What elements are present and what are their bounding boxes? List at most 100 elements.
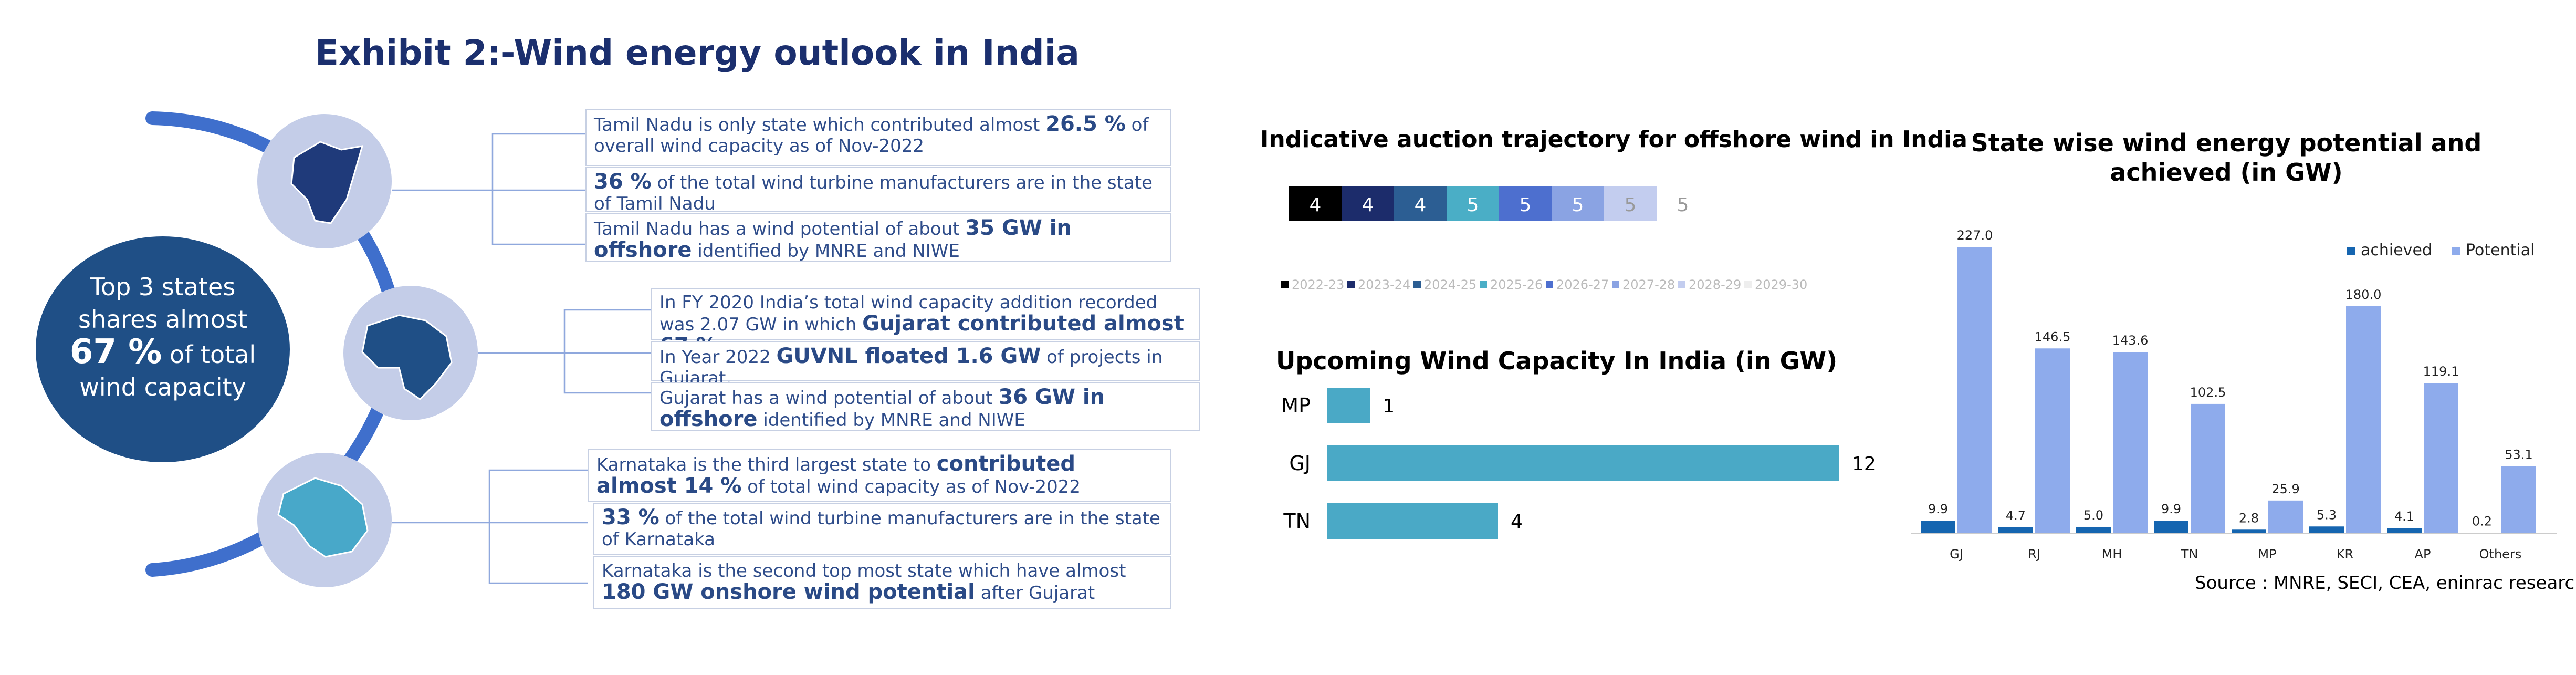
fact-box: 36 % of the total wind turbine manufactu…: [585, 167, 1171, 214]
auction-legend-label: 2027-28: [1622, 277, 1675, 292]
achieved-value-label: 9.9: [2161, 502, 2181, 516]
potential-value-label: 102.5: [2190, 385, 2226, 400]
potential-category-label: AP: [2415, 547, 2431, 562]
potential-category-label: TN: [2181, 547, 2198, 562]
auction-legend-swatch: [1678, 281, 1685, 288]
capacity-bar: [1327, 445, 1839, 481]
achieved-bar: [2387, 528, 2422, 533]
summary-line-2: shares almost: [78, 305, 248, 334]
potential-legend-swatch: [2347, 247, 2355, 255]
potential-bar: [2113, 352, 2148, 533]
potential-bar: [2035, 348, 2070, 533]
achieved-value-label: 4.1: [2394, 509, 2414, 524]
auction-value-label: 5: [1677, 194, 1689, 216]
auction-legend-swatch: [1413, 281, 1421, 288]
summary-percent: 67 %: [69, 333, 162, 371]
fact-box: Tamil Nadu is only state which contribut…: [585, 109, 1171, 166]
auction-value-label: 5: [1467, 194, 1479, 216]
fact-box: Tamil Nadu has a wind potential of about…: [585, 213, 1171, 262]
potential-category-label: MP: [2258, 547, 2276, 562]
summary-line-4: wind capacity: [79, 373, 246, 401]
achieved-bar: [2154, 521, 2188, 533]
auction-legend-label: 2022-23: [1292, 277, 1344, 292]
source-note: Source : MNRE, SECI, CEA, eninrac resear…: [2195, 573, 2576, 594]
auction-legend-swatch: [1546, 281, 1553, 288]
capacity-value-label: 1: [1383, 396, 1395, 417]
auction-segment: [1657, 186, 1709, 221]
potential-category-label: KR: [2337, 547, 2353, 562]
auction-segment: [1394, 186, 1447, 221]
potential-category-label: Others: [2479, 547, 2522, 562]
potential-value-label: 25.9: [2271, 482, 2299, 496]
auction-legend-label: 2026-27: [1556, 277, 1609, 292]
capacity-chart: MP1GJ12TN4KA7: [1281, 388, 1876, 539]
achieved-bar: [2309, 526, 2344, 533]
fact-box: Gujarat has a wind potential of about 36…: [651, 382, 1200, 431]
potential-bar: [2501, 466, 2536, 533]
gujarat-map-icon: [361, 314, 453, 400]
capacity-value-label: 4: [1511, 511, 1523, 533]
potential-chart-title: State wise wind energy potential and ach…: [1971, 129, 2482, 186]
potential-legend-label: achieved: [2361, 241, 2432, 259]
auction-value-label: 4: [1310, 194, 1322, 216]
capacity-bar: [1327, 388, 1370, 423]
achieved-value-label: 5.0: [2083, 508, 2103, 523]
karnataka-map-icon: [277, 477, 369, 558]
fact-box: Karnataka is the second top most state w…: [593, 556, 1171, 609]
fact-box: In FY 2020 India’s total wind capacity a…: [651, 288, 1200, 356]
achieved-bar: [2232, 529, 2266, 533]
auction-value-label: 5: [1572, 194, 1584, 216]
potential-chart: 9.9 227.0 GJ 4.7 146.5 RJ 5.0 143.6 MH 9.9 102.5 TN…: [1911, 228, 2557, 562]
auction-value-label: 4: [1362, 194, 1374, 216]
auction-legend-swatch: [1480, 281, 1487, 288]
auction-legend-label: 2025-26: [1490, 277, 1543, 292]
potential-category-label: GJ: [1950, 547, 1963, 562]
potential-bar: [2346, 306, 2381, 533]
fact-box: In Year 2022 GUVNL floated 1.6 GW of pro…: [651, 341, 1200, 389]
potential-value-label: 143.6: [2112, 333, 2149, 348]
potential-bar: [2268, 500, 2303, 533]
achieved-value-label: 5.3: [2317, 507, 2337, 522]
auction-value-label: 5: [1520, 194, 1532, 216]
auction-segment: [1552, 186, 1604, 221]
achieved-bar: [2076, 526, 2111, 533]
fact-box: 33 % of the total wind turbine manufactu…: [593, 503, 1171, 555]
potential-bar: [1957, 247, 1992, 533]
potential-legend-label: Potential: [2466, 241, 2535, 259]
summary-line-3: of total: [169, 340, 256, 369]
potential-value-label: 53.1: [2505, 448, 2532, 462]
achieved-value-label: 4.7: [2006, 508, 2026, 523]
auction-segment: [1289, 186, 1342, 221]
capacity-chart-title: Upcoming Wind Capacity In India (in GW): [1276, 347, 1838, 375]
capacity-category-label: GJ: [1289, 452, 1311, 475]
infographic-graphics: [36, 111, 651, 587]
auction-legend-label: 2028-29: [1689, 277, 1741, 292]
achieved-bar: [1998, 527, 2033, 533]
achieved-bar: [1921, 521, 1955, 533]
auction-legend-swatch: [1612, 281, 1619, 288]
summary-text: Top 3 states shares almost 67 % of total…: [37, 271, 289, 403]
auction-chart: 4 2022-23 4 2023-24 4 2024-25 5 2025-26 5 2026-27…: [1281, 186, 1807, 292]
potential-bar: [2191, 403, 2225, 533]
auction-legend-label: 2024-25: [1424, 277, 1477, 292]
potential-legend-swatch: [2452, 247, 2460, 255]
auction-legend-swatch: [1281, 281, 1289, 288]
auction-segment: [1447, 186, 1499, 221]
potential-category-label: MH: [2102, 547, 2122, 562]
achieved-value-label: 2.8: [2239, 511, 2259, 525]
potential-value-label: 227.0: [1957, 228, 1993, 243]
auction-legend-swatch: [1347, 281, 1355, 288]
potential-value-label: 146.5: [2035, 329, 2071, 344]
tamil-nadu-map-icon: [290, 141, 364, 224]
capacity-category-label: TN: [1283, 510, 1311, 533]
capacity-value-label: 12: [1852, 453, 1876, 475]
auction-legend-swatch: [1744, 281, 1752, 288]
auction-segment: [1604, 186, 1657, 221]
bracket-lines: [392, 133, 651, 584]
exhibit-title: Exhibit 2:-Wind energy outlook in India: [315, 33, 1080, 73]
capacity-category-label: MP: [1281, 394, 1311, 417]
auction-legend-label: 2029-30: [1755, 277, 1807, 292]
auction-segment: [1342, 186, 1394, 221]
auction-chart-title: Indicative auction trajectory for offsho…: [1260, 126, 1967, 153]
auction-segment: [1499, 186, 1552, 221]
